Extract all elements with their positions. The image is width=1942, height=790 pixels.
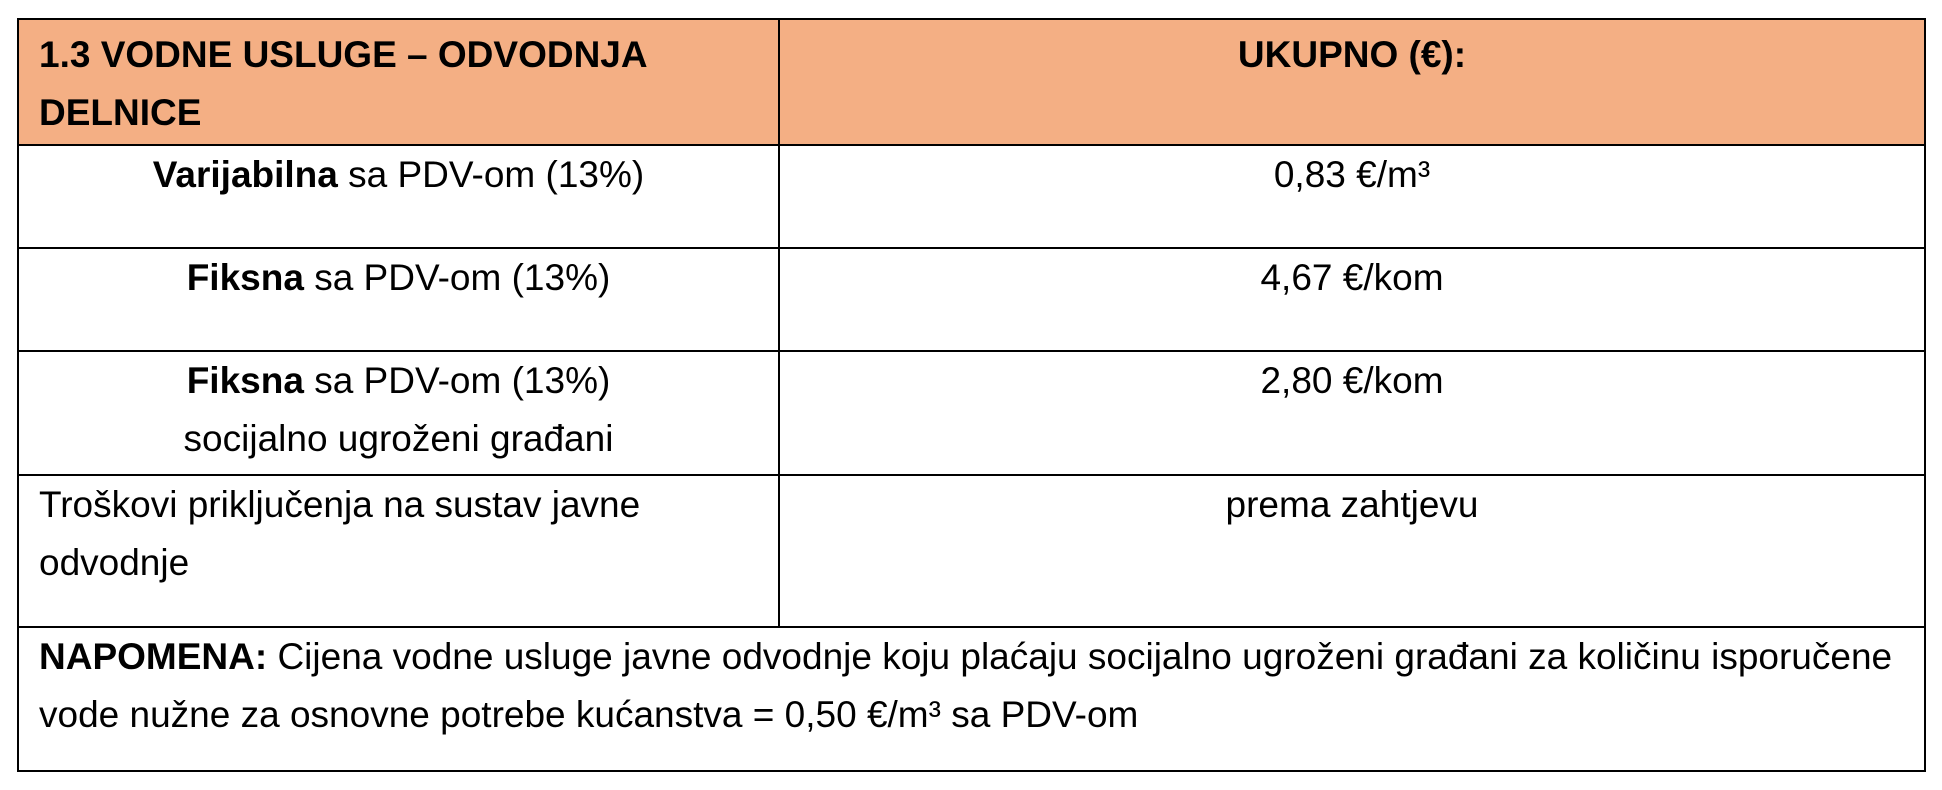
row-label-bold: Varijabilna xyxy=(152,154,338,195)
row-label-cell: Fiksna sa PDV-om (13%) socijalno ugrožen… xyxy=(17,350,780,476)
table-row: Varijabilna sa PDV-om (13%) 0,83 €/m³ xyxy=(17,144,1926,249)
table-header-row: 1.3 VODNE USLUGE – ODVODNJA DELNICE UKUP… xyxy=(17,18,1926,146)
table-title-cell: 1.3 VODNE USLUGE – ODVODNJA DELNICE xyxy=(17,18,780,146)
table-row: Troškovi priključenja na sustav javne od… xyxy=(17,474,1926,628)
row-value-cell: 2,80 €/kom xyxy=(778,350,1926,476)
table-row: Fiksna sa PDV-om (13%) 4,67 €/kom xyxy=(17,247,1926,352)
note-text: Cijena vodne usluge javne odvodnje koju … xyxy=(39,636,1893,735)
row-label-cell: Troškovi priključenja na sustav javne od… xyxy=(17,474,780,628)
note-row: NAPOMENA: Cijena vodne usluge javne odvo… xyxy=(17,626,1926,772)
table-row: Fiksna sa PDV-om (13%) socijalno ugrožen… xyxy=(17,350,1926,476)
row-label-text: sa PDV-om (13%) xyxy=(337,154,645,195)
price-table: 1.3 VODNE USLUGE – ODVODNJA DELNICE UKUP… xyxy=(17,18,1926,772)
row-label-cell: Fiksna sa PDV-om (13%) xyxy=(17,247,780,352)
row-value-cell: prema zahtjevu xyxy=(778,474,1926,628)
row-value-cell: 0,83 €/m³ xyxy=(778,144,1926,249)
row-label-bold: Fiksna xyxy=(186,257,304,298)
note-label: NAPOMENA: xyxy=(39,636,268,677)
total-header-cell: UKUPNO (€): xyxy=(778,18,1926,146)
row-label-cell: Varijabilna sa PDV-om (13%) xyxy=(17,144,780,249)
note-cell: NAPOMENA: Cijena vodne usluge javne odvo… xyxy=(17,626,1926,772)
row-label-text: sa PDV-om (13%) xyxy=(303,257,611,298)
row-label-text: sa PDV-om (13%) xyxy=(303,360,611,401)
row-label-bold: Fiksna xyxy=(186,360,304,401)
row-value-cell: 4,67 €/kom xyxy=(778,247,1926,352)
row-label-extra: socijalno ugroženi građani xyxy=(183,418,614,459)
